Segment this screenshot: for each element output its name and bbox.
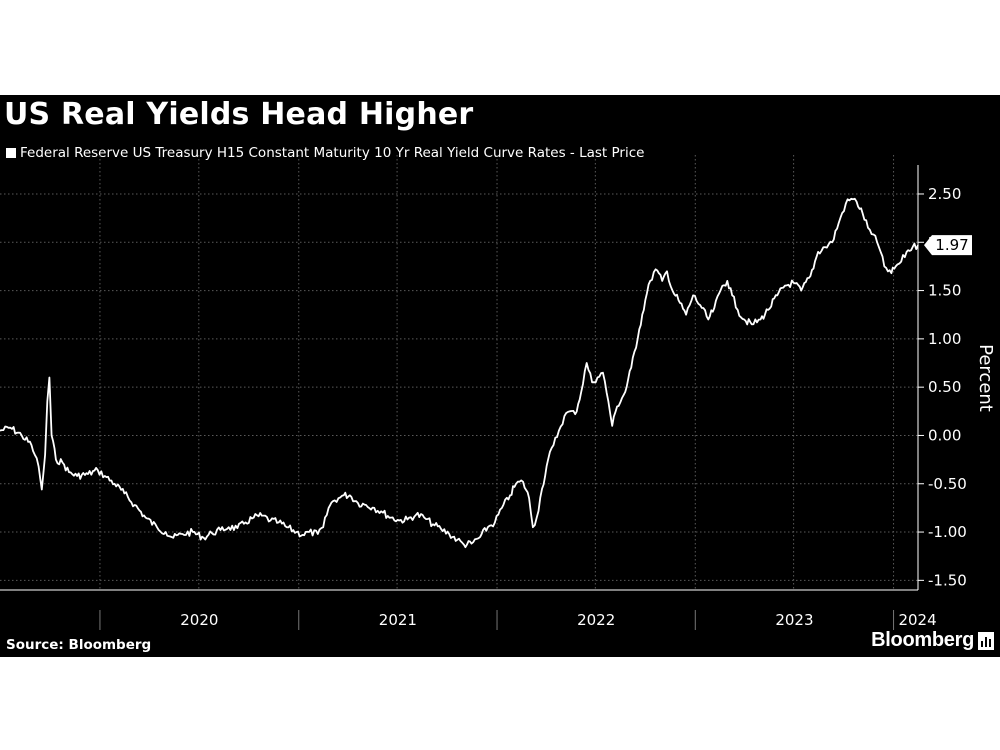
y-tick-label: 1.50 — [928, 282, 961, 300]
y-tick-label: 0.00 — [928, 426, 961, 444]
last-value-flag — [924, 235, 972, 256]
brand-wordmark: Bloomberg — [871, 629, 974, 651]
chart-title: US Real Yields Head Higher — [4, 97, 474, 132]
y-tick-label: 2.50 — [928, 185, 961, 203]
last-value-marker: 1.97 — [924, 235, 972, 256]
legend-swatch — [6, 148, 16, 158]
y-tick-labels: 2.502.001.501.000.500.00-0.50-1.00-1.50 — [928, 185, 967, 589]
x-tick-labels: 2020 2021 2022 2023 2024 — [180, 611, 936, 629]
last-value-label: 1.97 — [935, 236, 968, 254]
series-line — [0, 197, 919, 549]
x-tick-label: 2022 — [577, 611, 615, 629]
legend: Federal Reserve US Treasury H15 Constant… — [6, 144, 644, 162]
bloomberg-logo-icon — [978, 631, 994, 650]
brand: Bloomberg — [871, 629, 994, 652]
x-tick-label: 2020 — [180, 611, 218, 629]
y-tick-label: -1.50 — [928, 571, 967, 589]
line-chart: 2.502.001.501.000.500.00-0.50-1.00-1.50 … — [0, 155, 996, 630]
x-tick-label: 2024 — [898, 611, 936, 629]
y-tick-label: -1.00 — [928, 523, 967, 541]
source-note: Source: Bloomberg — [6, 637, 152, 653]
gridlines — [0, 155, 918, 590]
y-tick-label: -0.50 — [928, 475, 967, 493]
chart-card: US Real Yields Head Higher Federal Reser… — [0, 95, 1000, 657]
legend-label: Federal Reserve US Treasury H15 Constant… — [20, 145, 645, 161]
series-lines — [0, 197, 919, 549]
y-tick-label: 1.00 — [928, 330, 961, 348]
x-tick-label: 2023 — [775, 611, 813, 629]
x-tick-label: 2021 — [379, 611, 417, 629]
axes — [0, 165, 924, 630]
y-tick-label: 0.50 — [928, 378, 961, 396]
y-axis-label: Percent — [975, 344, 996, 412]
